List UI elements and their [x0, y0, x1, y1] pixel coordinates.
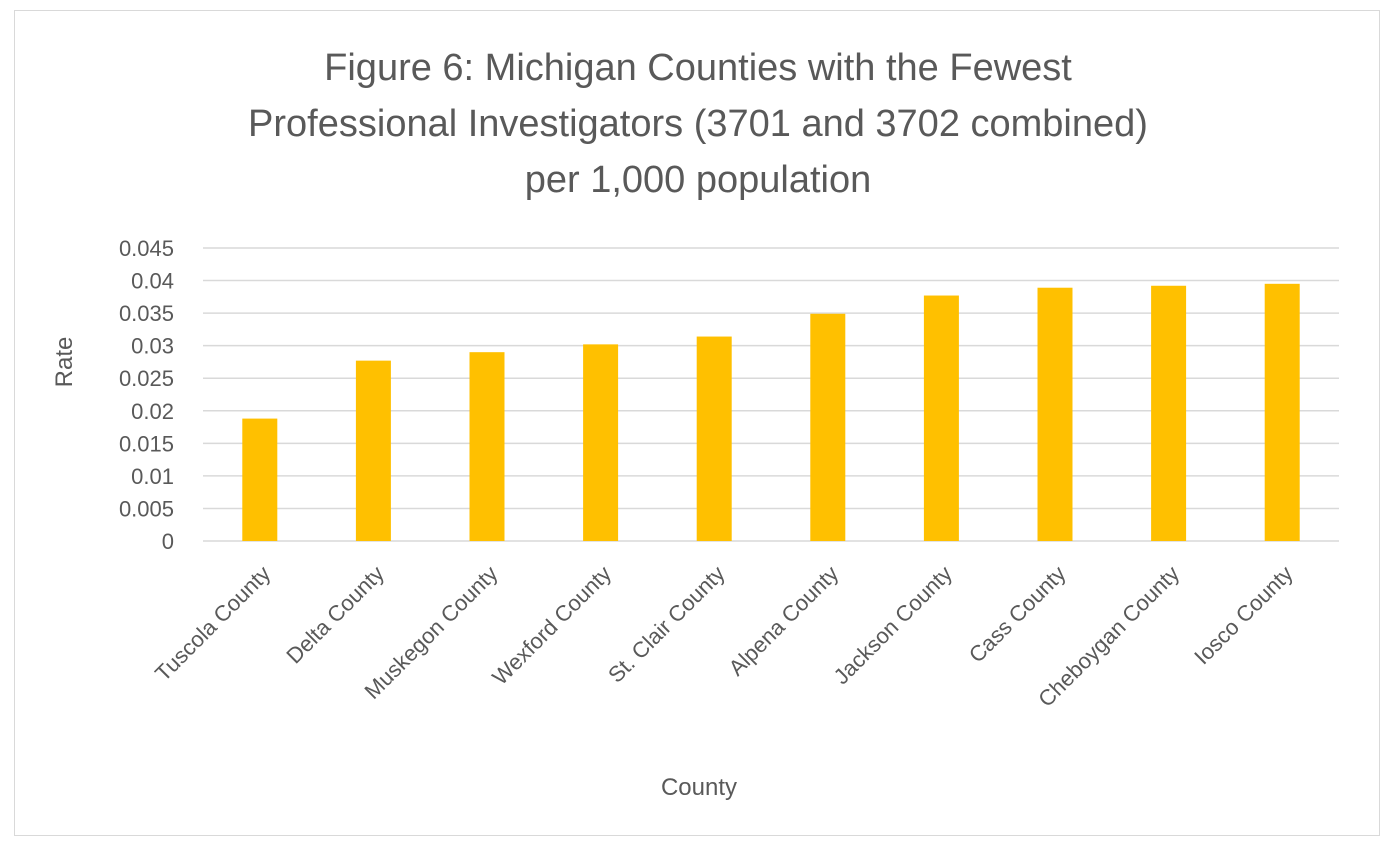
- y-axis-title: Rate: [51, 337, 78, 388]
- bar: [1151, 285, 1187, 541]
- x-tick-label: Cass County: [964, 561, 1071, 668]
- chart-title-line-3: per 1,000 population: [524, 159, 872, 201]
- bar: [1037, 287, 1073, 541]
- y-tick-label: 0: [162, 529, 174, 554]
- x-axis-title: County: [661, 774, 737, 801]
- y-tick-labels: 0 0.005 0.01 0.015 0.02 0.025 0.03 0.035 0.04 0.0…: [119, 236, 174, 554]
- bar: [242, 418, 278, 541]
- y-tick-label: 0.025: [119, 366, 174, 391]
- chart-title-line-1: Figure 6: Michigan Counties with the Few…: [324, 47, 1072, 89]
- gridlines: [203, 247, 1339, 542]
- bar: [696, 336, 732, 541]
- y-tick-label: 0.005: [119, 496, 174, 521]
- y-tick-label: 0.04: [131, 269, 174, 294]
- y-tick-label: 0.015: [119, 431, 174, 456]
- x-tick-label: Wexford County: [487, 561, 616, 690]
- x-tick-label: Delta County: [281, 561, 389, 669]
- y-tick-label: 0.045: [119, 236, 174, 261]
- bar: [469, 352, 505, 541]
- y-tick-label: 0.01: [131, 464, 174, 489]
- bar: [923, 295, 959, 541]
- chart-title-line-2: Professional Investigators (3701 and 370…: [248, 103, 1148, 145]
- bar: [810, 313, 846, 541]
- x-tick-label: Jackson County: [829, 561, 957, 689]
- x-tick-label: Iosco County: [1189, 561, 1297, 669]
- y-tick-label: 0.035: [119, 301, 174, 326]
- bar: [1264, 283, 1300, 541]
- y-tick-label: 0.02: [131, 399, 174, 424]
- x-tick-label: Tuscola County: [150, 561, 275, 686]
- x-tick-label: Alpena County: [724, 561, 844, 681]
- x-tick-label: St. Clair County: [603, 561, 730, 688]
- bar: [355, 360, 391, 541]
- bars: [242, 283, 1300, 541]
- y-tick-label: 0.03: [131, 334, 174, 359]
- chart-title: Figure 6: Michigan Counties with the Few…: [0, 40, 1396, 208]
- bar: [583, 344, 619, 541]
